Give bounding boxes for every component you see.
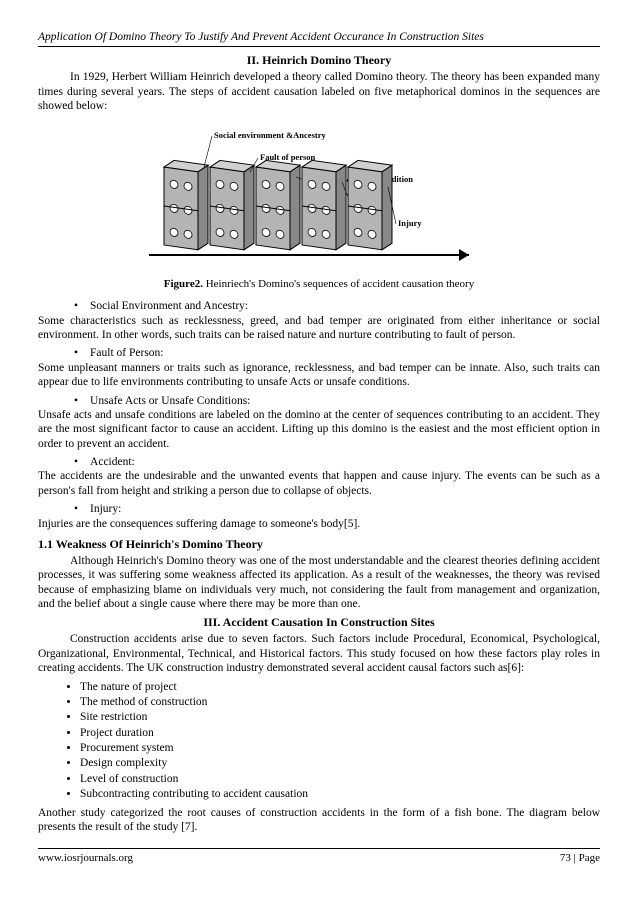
factor-item: The nature of project <box>80 680 600 694</box>
svg-text:Social environment &Ancestry: Social environment &Ancestry <box>214 130 326 140</box>
factor-item: Level of construction <box>80 772 600 786</box>
domino-step-0: •Social Environment and Ancestry:Some ch… <box>38 299 600 342</box>
domino-step-3: •Accident:The accidents are the undesira… <box>38 455 600 498</box>
svg-text:Injury: Injury <box>398 218 422 228</box>
factor-item: Project duration <box>80 726 600 740</box>
domino-step-2: •Unsafe Acts or Unsafe Conditions:Unsafe… <box>38 394 600 452</box>
factors-list: The nature of projectThe method of const… <box>38 680 600 802</box>
domino-step-1: •Fault of Person:Some unpleasant manners… <box>38 346 600 389</box>
footer-site: www.iosrjournals.org <box>38 852 133 866</box>
figure-2-caption: Figure2. Heinriech's Domino's sequences … <box>38 278 600 292</box>
section-3-outro: Another study categorized the root cause… <box>38 806 600 835</box>
section-3-heading: III. Accident Causation In Construction … <box>38 615 600 630</box>
section-2-intro: In 1929, Herbert William Heinrich develo… <box>38 70 600 113</box>
domino-step-4: •Injury:Injuries are the consequences su… <box>38 502 600 531</box>
running-header: Application Of Domino Theory To Justify … <box>38 30 600 47</box>
factor-item: Subcontracting contributing to accident … <box>80 787 600 801</box>
factor-item: The method of construction <box>80 695 600 709</box>
weakness-text: Although Heinrich's Domino theory was on… <box>38 554 600 612</box>
factor-item: Design complexity <box>80 756 600 770</box>
footer-page: 73 | Page <box>560 852 600 866</box>
factor-item: Site restriction <box>80 710 600 724</box>
footer: www.iosrjournals.org 73 | Page <box>38 848 600 866</box>
figure-2-dominoes: Social environment &AncestryFault of per… <box>38 120 600 270</box>
section-2-heading: II. Heinrich Domino Theory <box>38 53 600 68</box>
section-3-intro: Construction accidents arise due to seve… <box>38 632 600 675</box>
factor-item: Procurement system <box>80 741 600 755</box>
weakness-heading: 1.1 Weakness Of Heinrich's Domino Theory <box>38 537 600 552</box>
